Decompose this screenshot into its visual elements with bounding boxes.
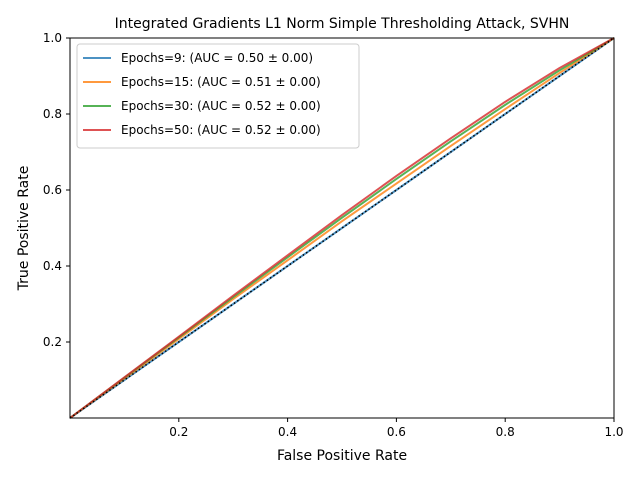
- x-tick-label: 0.2: [169, 425, 188, 439]
- x-tick-label: 1.0: [604, 425, 623, 439]
- x-axis-label: False Positive Rate: [277, 448, 407, 464]
- chance-diagonal-line: [69, 37, 615, 419]
- series-line-4: [69, 37, 615, 419]
- legend-label-3: Epochs=30: (AUC = 0.52 ± 0.00): [121, 99, 321, 113]
- y-tick-label: 0.2: [43, 335, 62, 349]
- y-tick-label: 0.4: [43, 259, 62, 273]
- y-axis-label: True Positive Rate: [16, 166, 32, 292]
- y-tick-label: 0.6: [43, 183, 62, 197]
- chart-title: Integrated Gradients L1 Norm Simple Thre…: [115, 16, 570, 32]
- legend-label-4: Epochs=50: (AUC = 0.52 ± 0.00): [121, 123, 321, 137]
- legend: Epochs=9: (AUC = 0.50 ± 0.00) Epochs=15: …: [76, 43, 360, 149]
- x-tick-label: 0.6: [387, 425, 406, 439]
- legend-entries: Epochs=9: (AUC = 0.50 ± 0.00) Epochs=15: …: [83, 51, 321, 137]
- y-tick-label: 0.8: [43, 107, 62, 121]
- plot-frame: [69, 37, 615, 419]
- y-ticks: 0.2 0.4 0.6 0.8 1.0: [43, 31, 70, 349]
- legend-label-1: Epochs=9: (AUC = 0.50 ± 0.00): [121, 51, 313, 65]
- legend-box: [76, 43, 360, 149]
- series-line-2: [69, 37, 615, 419]
- x-tick-label: 0.4: [278, 425, 297, 439]
- legend-label-2: Epochs=15: (AUC = 0.51 ± 0.00): [121, 75, 321, 89]
- series-layer: [69, 37, 615, 419]
- x-ticks: 0.2 0.4 0.6 0.8 1.0: [169, 418, 624, 439]
- x-tick-label: 0.8: [496, 425, 515, 439]
- y-tick-label: 1.0: [43, 31, 62, 45]
